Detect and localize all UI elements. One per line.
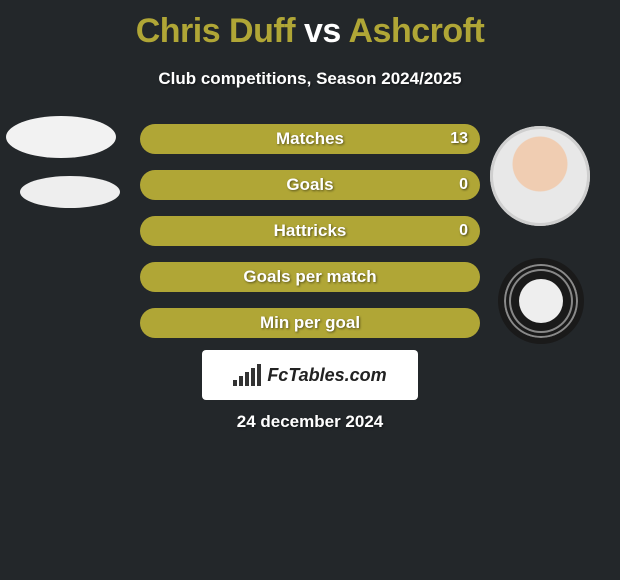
logo-bars-icon	[233, 364, 261, 386]
row-hattricks: Hattricks 0	[140, 216, 480, 246]
player-left-avatar	[6, 116, 116, 158]
row-matches: Matches 13	[140, 124, 480, 154]
row-hattricks-label: Hattricks	[274, 221, 347, 241]
title-vs: vs	[304, 12, 341, 50]
title-player-left: Chris Duff	[136, 12, 295, 50]
comparison-title: Chris Duff vs Ashcroft	[0, 0, 620, 51]
row-matches-label: Matches	[276, 129, 344, 149]
row-matches-right: 13	[450, 130, 468, 148]
site-logo: FcTables.com	[202, 350, 418, 400]
row-hattricks-right: 0	[459, 222, 468, 240]
row-mpg-label: Min per goal	[260, 313, 360, 333]
row-goals-label: Goals	[286, 175, 333, 195]
player-right-club-logo	[498, 258, 584, 344]
comparison-rows: Matches 13 Goals 0 Hattricks 0 Goals per…	[140, 124, 480, 354]
row-goals: Goals 0	[140, 170, 480, 200]
site-logo-text: FcTables.com	[267, 365, 386, 386]
player-right-avatar	[490, 126, 590, 226]
comparison-subtitle: Club competitions, Season 2024/2025	[0, 69, 620, 89]
row-gpm-label: Goals per match	[243, 267, 376, 287]
generation-date: 24 december 2024	[0, 412, 620, 432]
row-min-per-goal: Min per goal	[140, 308, 480, 338]
player-left-club-logo	[20, 176, 120, 208]
row-goals-per-match: Goals per match	[140, 262, 480, 292]
title-player-right: Ashcroft	[349, 12, 485, 50]
row-goals-right: 0	[459, 176, 468, 194]
